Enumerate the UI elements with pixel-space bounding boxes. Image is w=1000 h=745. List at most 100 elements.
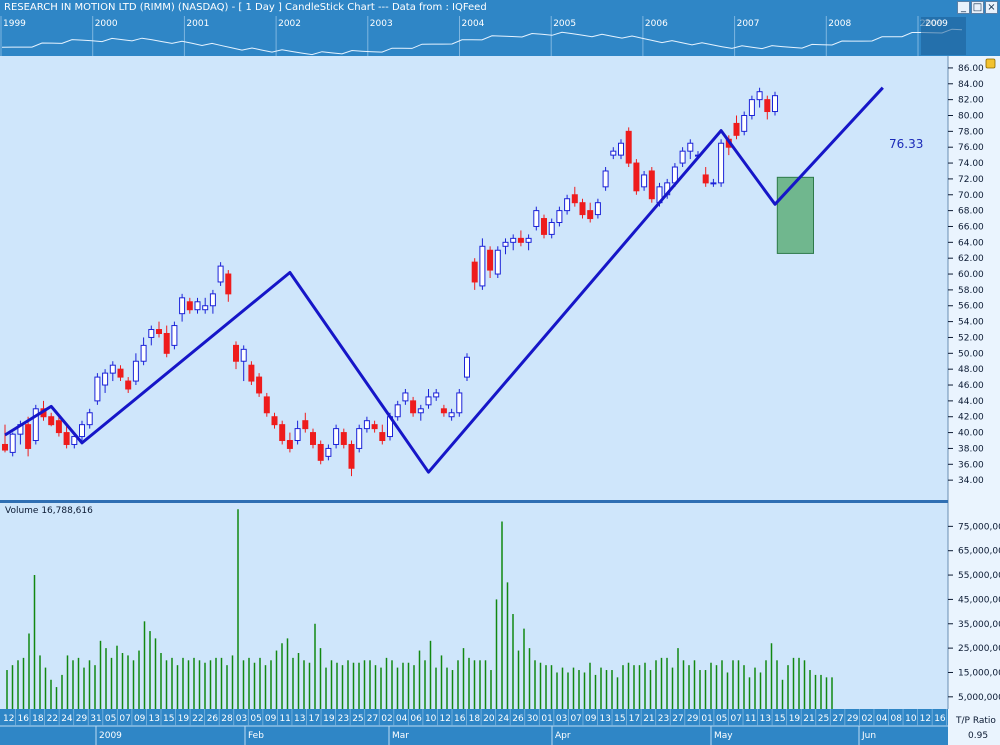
candle-body	[340, 432, 347, 445]
candlestick	[448, 408, 455, 421]
candlestick	[233, 341, 239, 370]
date-tick-label: 18	[469, 714, 481, 724]
price-tick-label: 58.00	[958, 286, 984, 296]
candlestick	[148, 325, 155, 346]
candlestick	[571, 186, 578, 207]
volume-tick-label: 55,000,000	[958, 571, 1000, 581]
volume-tick-label: 5,000,000	[958, 693, 1000, 703]
candle-body	[587, 210, 594, 220]
date-tick-label: 21	[643, 714, 654, 724]
date-tick-label: 02	[861, 714, 872, 724]
overview-year-label: 2006	[645, 19, 668, 29]
date-tick-label: 22	[192, 714, 203, 724]
candlestick	[587, 202, 594, 223]
candlestick	[317, 440, 324, 465]
candlestick	[648, 167, 655, 203]
candle-body	[356, 428, 363, 449]
price-tick-label: 66.00	[958, 222, 984, 232]
candlestick	[479, 238, 486, 290]
date-tick-label: 29	[687, 714, 699, 724]
price-tick-label: 64.00	[958, 238, 984, 248]
chart-canvas[interactable]: 86.00 84.00 82.00 80.00 78.00 76.00 74.00 72.00…	[0, 56, 1000, 745]
candlestick	[710, 178, 717, 187]
candlestick	[256, 373, 263, 397]
candle-body	[348, 443, 355, 469]
date-tick-label: 13	[600, 714, 611, 724]
candlestick	[718, 139, 725, 187]
candle-body	[525, 237, 532, 243]
candle-body	[294, 428, 301, 442]
candle-body	[710, 182, 717, 185]
price-tick-label: 68.00	[958, 207, 984, 217]
candle-body	[302, 420, 309, 430]
minimize-button[interactable]: _	[957, 1, 970, 14]
candlestick	[602, 167, 609, 191]
maximize-button[interactable]: □	[971, 1, 984, 14]
candle-body	[410, 400, 417, 414]
candlestick	[733, 115, 740, 140]
month-label: Apr	[555, 731, 571, 741]
candlestick	[340, 428, 347, 449]
date-tick-label: 25	[818, 714, 829, 724]
year-label: 2009	[99, 731, 122, 741]
volume-label: Volume 16,788,616	[5, 506, 93, 516]
date-tick-label: 09	[585, 714, 597, 724]
month-label: Jun	[861, 731, 876, 741]
overview-year-label: 2004	[462, 19, 485, 29]
candle-body	[764, 99, 771, 113]
overview-navigator[interactable]: 1999 2000 2001 2002 2003 2004 2005 2006 2007 2008…	[0, 16, 1000, 56]
candle-body	[579, 202, 586, 216]
candlestick	[225, 270, 232, 302]
candle-body	[625, 130, 632, 164]
candle-body	[2, 443, 8, 451]
candlestick	[363, 416, 370, 433]
candlestick	[125, 377, 132, 393]
candle-body	[648, 170, 655, 200]
price-tick-label: 70.00	[958, 191, 984, 201]
candle-body	[233, 344, 239, 362]
lock-icon[interactable]	[985, 58, 996, 69]
candle-body	[263, 396, 270, 414]
candle-body	[456, 392, 463, 414]
candlestick	[356, 424, 363, 453]
candlestick	[117, 365, 124, 382]
candle-body	[179, 297, 186, 315]
candlestick	[402, 388, 409, 405]
date-tick-label: 11	[279, 714, 290, 724]
price-tick-label: 36.00	[958, 460, 984, 470]
title-bar: RESEARCH IN MOTION LTD (RIMM) (NASDAQ) -…	[0, 0, 1000, 16]
date-tick-label: 02	[381, 714, 392, 724]
candlestick	[556, 206, 563, 227]
close-button[interactable]: ×	[985, 1, 998, 14]
candle-body	[440, 408, 447, 414]
overview-selection-window[interactable]	[921, 17, 966, 55]
date-tick-label: 22	[47, 714, 58, 724]
candlestick	[610, 147, 617, 160]
overview-price-line	[1, 28, 963, 56]
price-tick-label: 56.00	[958, 302, 984, 312]
date-tick-label: 27	[367, 714, 378, 724]
price-tick-label: 46.00	[958, 381, 984, 391]
date-tick-label: 03	[556, 714, 567, 724]
candlestick	[333, 424, 340, 449]
candle-body	[71, 436, 78, 445]
candlestick	[517, 230, 524, 247]
candlestick	[271, 412, 278, 429]
date-tick-label: 01	[541, 714, 552, 724]
price-tick-label: 60.00	[958, 270, 984, 280]
candle-body	[502, 241, 509, 247]
candlestick	[9, 432, 16, 457]
date-tick-label: 12	[440, 714, 451, 724]
candle-body	[140, 344, 147, 362]
candle-body	[171, 325, 178, 346]
price-tick-label: 76.00	[958, 143, 984, 153]
date-tick-label: 01	[701, 714, 712, 724]
date-tick-label: 15	[163, 714, 174, 724]
date-tick-label: 06	[410, 714, 422, 724]
date-tick-label: 20	[483, 714, 495, 724]
date-tick-label: 07	[570, 714, 581, 724]
candlestick	[140, 337, 147, 366]
candle-body	[248, 364, 255, 382]
date-tick-label: 24	[498, 714, 510, 724]
candlestick	[348, 440, 355, 477]
